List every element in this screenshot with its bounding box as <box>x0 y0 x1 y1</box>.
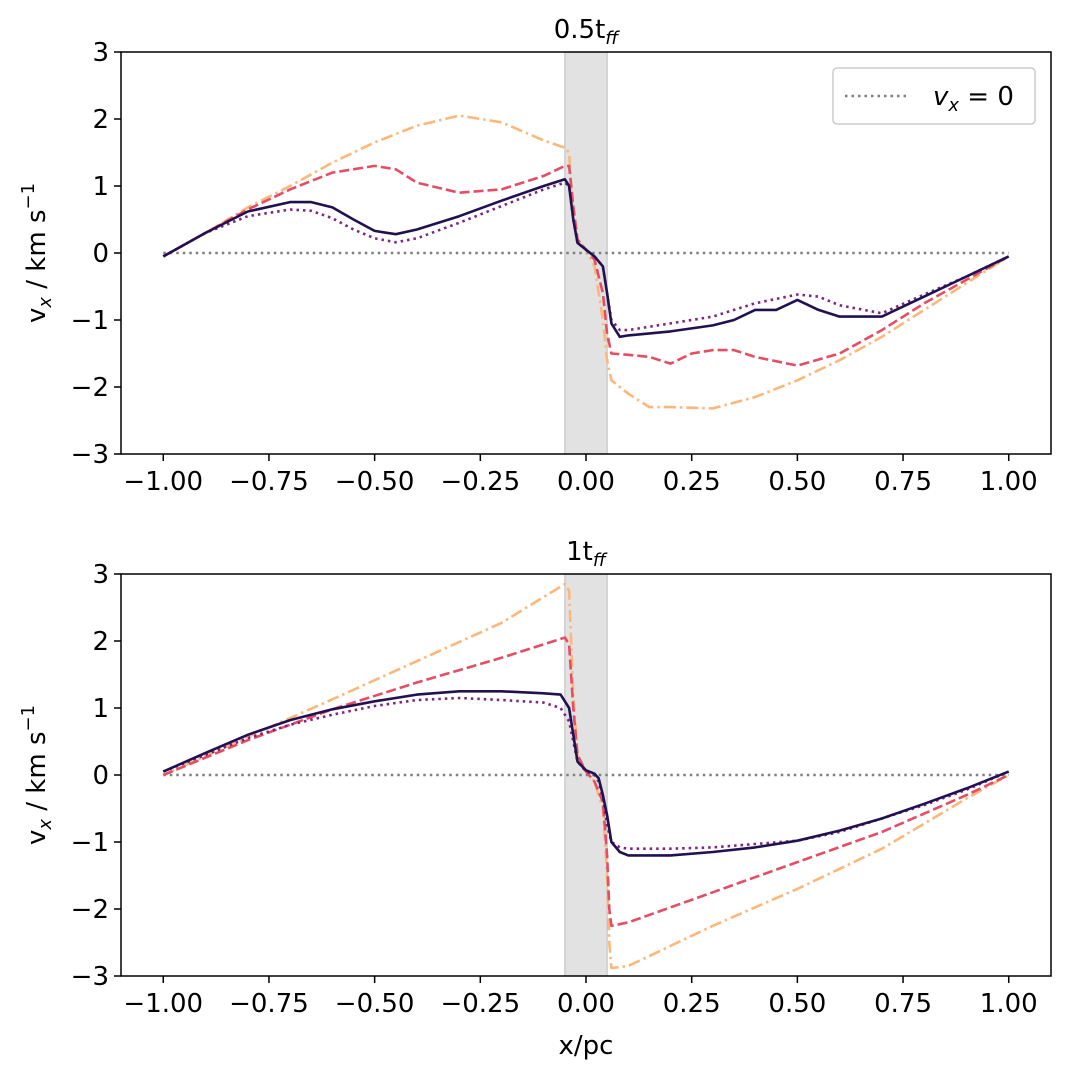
panel-bottom-xtick-label: 1.00 <box>980 989 1038 1019</box>
panel-bottom-ytick-label: −2 <box>71 895 109 925</box>
panel-top: 0.5tff vx / km s−1 −1.00 −0.75 −0.50 −0.25 0… <box>18 15 1052 497</box>
panel-bottom: 1tff vx / km s−1 −1.00 −0.75 −0.50 −0.25 0.0… <box>18 537 1052 1061</box>
panel-top-xtick-label: 0.50 <box>768 467 826 497</box>
panel-top-ytick-label: −1 <box>71 306 109 336</box>
panel-bottom-xtick-label: 0.50 <box>768 989 826 1019</box>
panel-top-ytick-label: −3 <box>71 440 109 470</box>
panel-top-ytick-label: −2 <box>71 373 109 403</box>
panel-bottom-xtick-label: −0.50 <box>335 989 415 1019</box>
panel-bottom-ytick-label: 0 <box>92 761 109 791</box>
panel-bottom-xlabel: x/pc <box>559 1031 614 1061</box>
panel-bottom-series-dashdot <box>162 582 1010 970</box>
panel-bottom-xtick-label: 0.75 <box>874 989 932 1019</box>
panel-top-series-dashdot <box>162 114 1010 410</box>
panel-bottom-xtick-label: −0.25 <box>440 989 520 1019</box>
panel-top-xtick-label: −0.25 <box>440 467 520 497</box>
panel-bottom-series-dashed <box>162 636 1010 928</box>
panel-top-ylabel: vx / km s−1 <box>18 183 56 323</box>
panel-bottom-ytick-label: 1 <box>92 694 109 724</box>
panel-bottom-xtick-label: 0.25 <box>663 989 721 1019</box>
panel-bottom-xtick-label: −0.75 <box>229 989 309 1019</box>
panel-top-series-solid <box>162 178 1010 339</box>
panel-bottom-ytick-label: 2 <box>92 627 109 657</box>
panel-bottom-xtick-label: −1.00 <box>123 989 203 1019</box>
panel-bottom-ytick-label: −1 <box>71 828 109 858</box>
panel-top-ytick-label: 2 <box>92 105 109 135</box>
panel-top-xtick-label: −0.50 <box>335 467 415 497</box>
panel-bottom-title: 1tff <box>566 537 608 571</box>
legend-box <box>832 67 1036 125</box>
panel-top-series-dashed <box>162 164 1010 367</box>
panel-top-xtick-label: 0.75 <box>874 467 932 497</box>
legend-label: vx = 0 <box>933 82 1014 116</box>
panel-top-xtick-label: 1.00 <box>980 467 1038 497</box>
panel-bottom-ytick-label: 3 <box>92 560 109 590</box>
panel-bottom-series-solid <box>162 690 1010 857</box>
panel-top-xtick-label: −1.00 <box>123 467 203 497</box>
panel-top-xtick-label: 0.25 <box>663 467 721 497</box>
panel-top-ytick-label: 3 <box>92 38 109 68</box>
panel-top-title: 0.5tff <box>554 15 621 49</box>
panel-top-ytick-label: 1 <box>92 172 109 202</box>
panel-top-xtick-label: 0.00 <box>557 467 615 497</box>
panel-bottom-xtick-label: 0.00 <box>557 989 615 1019</box>
panel-top-xtick-label: −0.75 <box>229 467 309 497</box>
panel-bottom-ytick-label: −3 <box>71 962 109 992</box>
legend: vx = 0 <box>832 67 1036 125</box>
panel-bottom-ylabel: vx / km s−1 <box>18 705 56 845</box>
panel-top-ytick-label: 0 <box>92 239 109 269</box>
